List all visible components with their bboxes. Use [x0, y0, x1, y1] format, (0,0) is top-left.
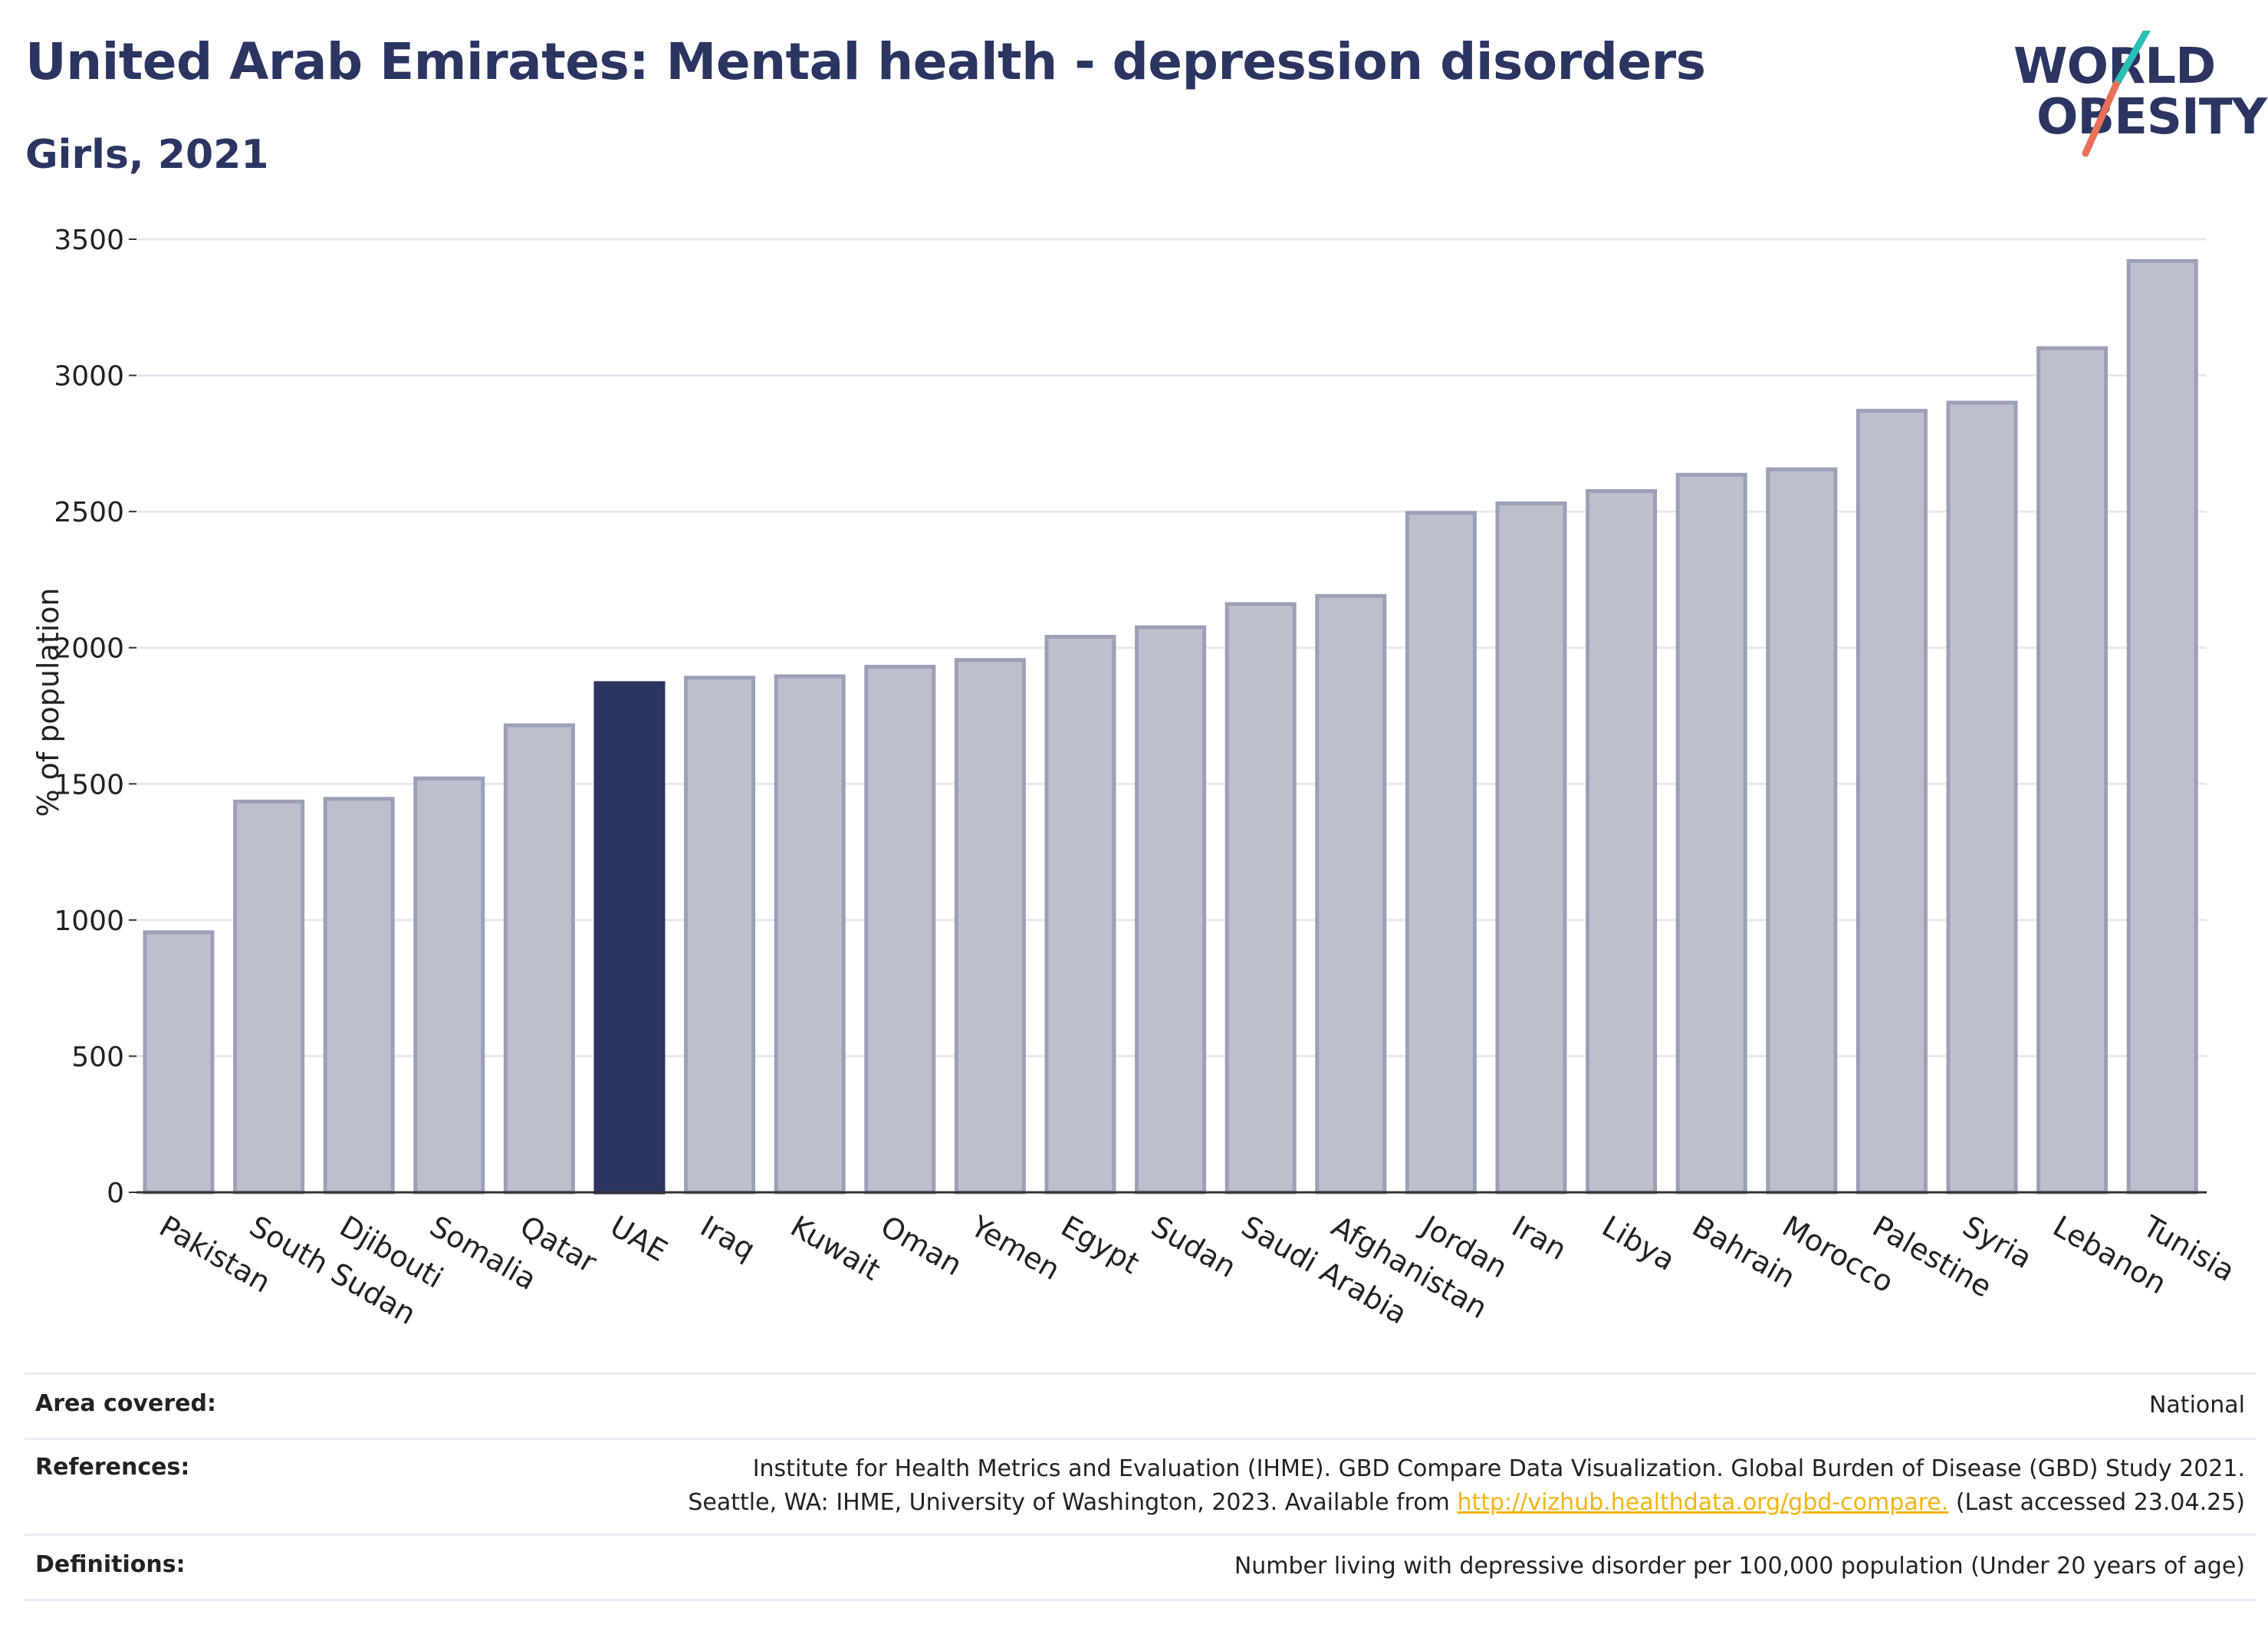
x-tick-label: Iran — [1507, 1209, 1573, 1267]
world-obesity-logo: WORLD OBESITY — [1994, 31, 2267, 161]
y-tick-label: 3500 — [54, 225, 124, 256]
chart-subtitle: Girls, 2021 — [25, 132, 269, 178]
definitions-label: Definitions: — [35, 1551, 186, 1578]
bar-kuwait — [774, 674, 846, 1195]
x-tick-label: Egypt — [1056, 1209, 1146, 1281]
logo-line-obesity: OBESITY — [2036, 89, 2267, 146]
bar-iran — [1495, 501, 1567, 1195]
y-axis-label: % of population — [31, 587, 65, 817]
area-covered-label: Area covered: — [35, 1390, 216, 1417]
bar-afghanistan — [1315, 593, 1387, 1195]
logo-slash-icon — [2082, 31, 2151, 157]
bar-lebanon — [2036, 346, 2109, 1195]
bar-palestine — [1855, 409, 1928, 1195]
references-line-2: Seattle, WA: IHME, University of Washing… — [25, 1486, 2256, 1520]
x-tick-label: Libya — [1596, 1209, 1681, 1277]
bar-tunisia — [2126, 258, 2198, 1195]
bar-chart: 0500100015002000250030003500PakistanSout… — [31, 225, 2240, 1331]
x-tick-label: Kuwait — [785, 1209, 886, 1287]
footer-row-references: References: Institute for Health Metrics… — [25, 1438, 2256, 1534]
bar-egypt — [1044, 635, 1116, 1195]
bar-libya — [1586, 489, 1658, 1195]
references-line-1: Institute for Health Metrics and Evaluat… — [752, 1455, 2245, 1482]
references-label: References: — [35, 1454, 190, 1481]
bar-bahrain — [1675, 472, 1747, 1195]
y-tick-label: 500 — [71, 1041, 124, 1073]
bars — [143, 258, 2198, 1195]
x-tick-label: UAE — [605, 1209, 673, 1268]
x-tick-label: Iraq — [695, 1209, 761, 1267]
definitions-value: Number living with depressive disorder p… — [1234, 1553, 2245, 1580]
bar-jordan — [1405, 511, 1477, 1195]
bar-sudan — [1135, 625, 1207, 1195]
y-tick-label: 0 — [107, 1178, 124, 1209]
bar-uae — [593, 681, 666, 1195]
x-tick-label: Oman — [875, 1209, 968, 1282]
references-link[interactable]: http://vizhub.healthdata.org/gbd-compare… — [1457, 1489, 1949, 1516]
x-tick-label: Bahrain — [1687, 1209, 1801, 1295]
chart-footer: Area covered: National References: Insti… — [25, 1373, 2256, 1601]
y-tick-label: 2500 — [54, 497, 124, 528]
bar-djibouti — [323, 797, 395, 1195]
bar-morocco — [1766, 467, 1838, 1195]
references-line-2-post: (Last accessed 23.04.25) — [1948, 1489, 2245, 1516]
bar-qatar — [503, 723, 575, 1195]
bar-somalia — [413, 776, 485, 1195]
y-tick-label: 1500 — [54, 769, 124, 801]
footer-row-definitions: Definitions: Number living with depressi… — [25, 1534, 2256, 1601]
bar-yemen — [954, 658, 1026, 1195]
bar-syria — [1946, 400, 2018, 1195]
y-tick-label: 2000 — [54, 633, 124, 665]
y-tick-label: 3000 — [54, 361, 124, 393]
y-tick-label: 1000 — [54, 906, 124, 937]
bar-saudi-arabia — [1224, 602, 1297, 1195]
x-tick-label: Yemen — [965, 1208, 1066, 1287]
bar-pakistan — [143, 930, 215, 1195]
chart-title: United Arab Emirates: Mental health - de… — [25, 32, 1706, 91]
footer-row-area: Area covered: National — [25, 1373, 2256, 1438]
x-tick-label: Sudan — [1146, 1209, 1242, 1284]
bar-south-sudan — [233, 799, 305, 1195]
bar-iraq — [684, 676, 756, 1195]
area-covered-value: National — [2148, 1392, 2245, 1419]
bar-oman — [864, 665, 936, 1195]
references-line-2-pre: Seattle, WA: IHME, University of Washing… — [688, 1489, 1458, 1516]
